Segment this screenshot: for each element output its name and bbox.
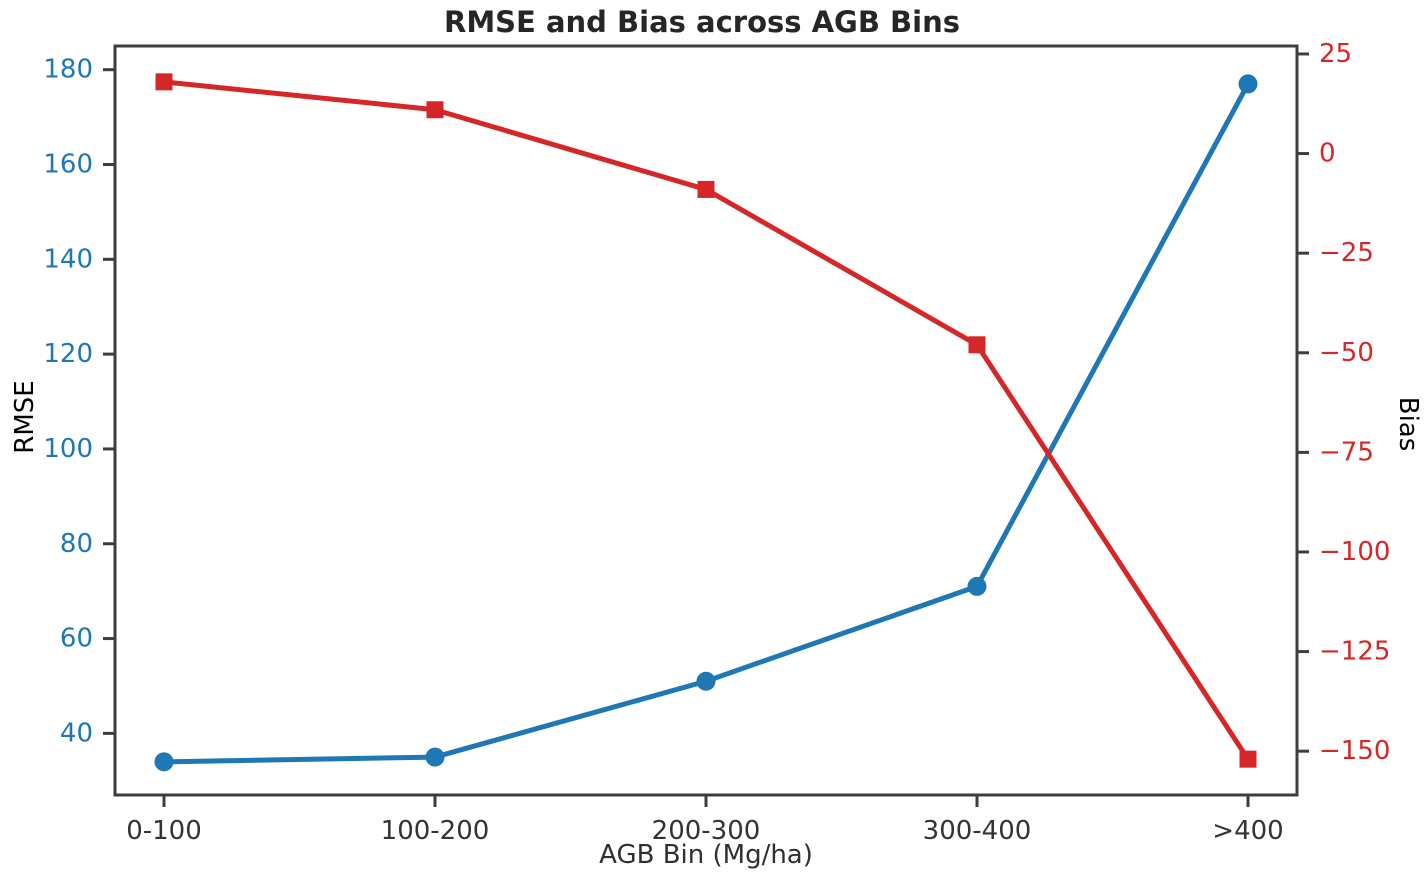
left-axis-tick-label: 160 — [43, 150, 93, 180]
right-axis-tick-label: −100 — [1319, 537, 1390, 567]
right-axis-tick-label: −75 — [1319, 437, 1374, 467]
x-axis-label: AGB Bin (Mg/ha) — [599, 840, 813, 870]
left-axis-tick-label: 140 — [43, 244, 93, 274]
x-tick-label: 300-400 — [923, 816, 1032, 846]
x-tick-label: 100-200 — [381, 816, 490, 846]
bias-marker — [155, 73, 173, 91]
bias-marker — [426, 101, 444, 119]
left-axis-label: RMSE — [10, 380, 40, 453]
rmse-marker — [425, 747, 445, 767]
left-axis-tick-label: 40 — [60, 718, 93, 748]
left-axis-tick-label: 100 — [43, 434, 93, 464]
x-tick-label: >400 — [1212, 816, 1283, 846]
rmse-marker — [1238, 74, 1258, 94]
bias-marker — [1239, 750, 1257, 768]
right-axis-tick-label: −25 — [1319, 238, 1374, 268]
chart-title: RMSE and Bias across AGB Bins — [444, 5, 960, 39]
plot-layer: 180 160 140 120 100 80 60 40 25 0 −25 −50 −75 −100 −12… — [43, 39, 1390, 846]
left-axis-tick-label: 180 — [43, 55, 93, 85]
left-axis-tick-label: 120 — [43, 339, 93, 369]
rmse-marker — [967, 576, 987, 596]
plot-border — [113, 44, 1299, 797]
left-axis-tick-label: 80 — [60, 529, 93, 559]
right-axis-tick-label: −125 — [1319, 637, 1390, 667]
bias-marker — [968, 336, 986, 354]
right-axis-tick-label: −150 — [1319, 736, 1390, 766]
x-tick-label: 200-300 — [652, 816, 761, 846]
right-axis-tick-label: 0 — [1319, 139, 1336, 169]
right-axis-tick-label: 25 — [1319, 39, 1352, 69]
right-axis-tick-label: −50 — [1319, 338, 1374, 368]
left-axis-tick-label: 60 — [60, 624, 93, 654]
bias-marker — [697, 180, 715, 198]
right-axis-label: Bias — [1393, 397, 1423, 452]
rmse-marker — [696, 671, 716, 691]
x-tick-label: 0-100 — [126, 816, 202, 846]
rmse-marker — [154, 752, 174, 772]
